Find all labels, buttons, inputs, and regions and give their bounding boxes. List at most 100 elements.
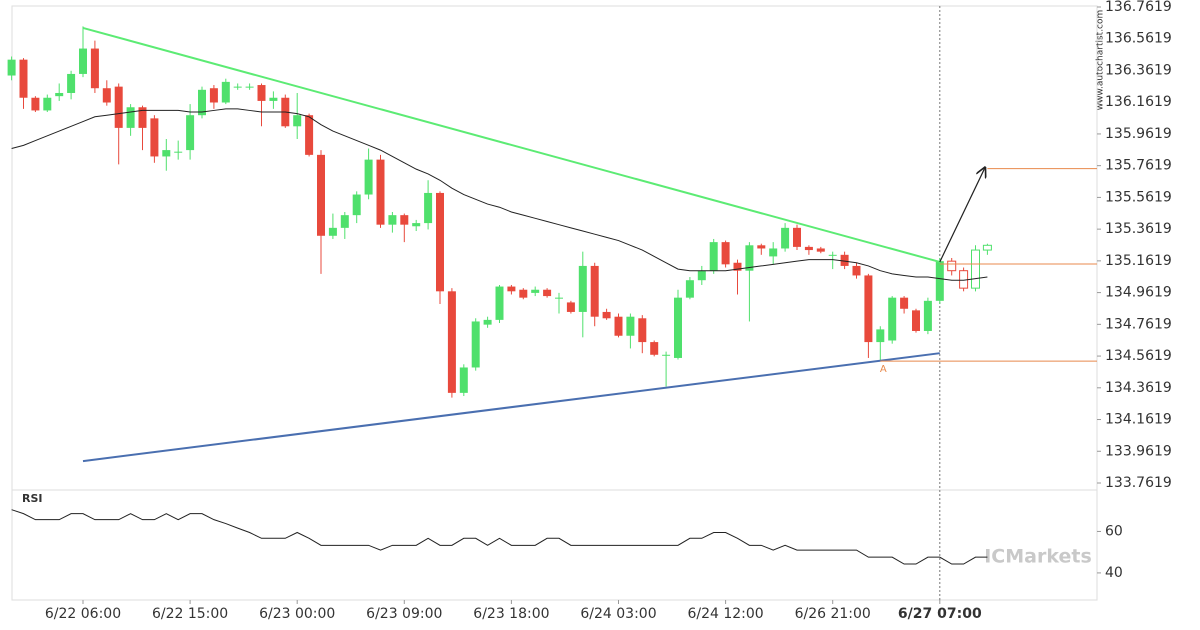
candle-body [257, 85, 266, 101]
candle-body [328, 227, 337, 236]
x-tick-label: 6/26 21:00 [795, 606, 871, 622]
x-tick-label: 6/22 15:00 [152, 606, 228, 622]
candle-body [352, 194, 361, 216]
candle-body [507, 286, 516, 292]
x-tick-label: 6/23 18:00 [473, 606, 549, 622]
candle-body [650, 342, 659, 355]
candle-body [114, 86, 123, 128]
candle-body [709, 242, 718, 271]
candle-body [971, 249, 980, 289]
candle-body [769, 248, 778, 257]
y-tick-label: 136.3619 [1105, 62, 1172, 78]
candle-body [721, 242, 730, 265]
candle-body [209, 88, 218, 103]
y-tick-label: 134.5619 [1105, 348, 1172, 364]
trendline [82, 26, 941, 263]
candle-body [733, 262, 742, 271]
rsi-title: RSI [22, 492, 43, 505]
candle-body [602, 311, 611, 319]
y-tick-label: 133.9619 [1105, 443, 1172, 459]
candle-body [638, 318, 647, 343]
x-tick-label: 6/24 12:00 [687, 606, 763, 622]
candle-body [102, 88, 111, 103]
candle-body [55, 92, 64, 97]
candle-body [436, 192, 444, 292]
y-tick-label: 136.7619 [1105, 0, 1172, 15]
candle-body [578, 265, 587, 312]
x-tick-label: 6/23 09:00 [366, 606, 442, 622]
candle-body [840, 254, 849, 266]
candle-body [67, 73, 76, 93]
candle-body [900, 297, 909, 309]
candle-body [566, 302, 575, 312]
level-label: A [880, 364, 887, 375]
candle-body [471, 321, 480, 368]
candle-body [198, 89, 206, 116]
plot-frame [11, 5, 1098, 601]
y-tick-label: 135.7619 [1105, 158, 1172, 174]
y-tick-label: 135.1619 [1105, 253, 1172, 269]
candle-body [614, 316, 623, 336]
candle-body [388, 215, 397, 225]
y-tick-label: 135.3619 [1105, 221, 1172, 237]
x-tick-label: 6/24 03:00 [580, 606, 656, 622]
candle-body [269, 97, 278, 101]
watermark-site: www.autochartist.com [1096, 10, 1106, 111]
candle-body [876, 329, 885, 343]
candle-body [424, 192, 433, 224]
candle-body [495, 286, 504, 320]
candle-body [935, 261, 944, 301]
candle-body [340, 215, 349, 228]
rsi-tick-label: 40 [1105, 565, 1123, 581]
candle-body [781, 227, 790, 249]
candle-body [150, 118, 159, 157]
candle-body [745, 245, 754, 271]
candle-body [126, 107, 135, 128]
candle-body [90, 48, 99, 89]
y-tick-label: 134.7619 [1105, 316, 1172, 332]
y-tick-label: 134.9619 [1105, 285, 1172, 301]
candle-body [685, 280, 694, 298]
candle-body [531, 289, 540, 293]
candle-body [162, 150, 171, 157]
candle-body [459, 367, 468, 393]
rsi-line [11, 509, 988, 565]
x-tick-label: 6/23 00:00 [259, 606, 335, 622]
x-tick-label: 6/27 07:00 [898, 606, 982, 622]
watermark-logo: ICMarkets [984, 546, 1092, 568]
candle-body [590, 265, 599, 317]
candle-body [662, 354, 671, 356]
candle-body [519, 289, 528, 298]
candle-body [19, 59, 28, 98]
candle-body [186, 115, 195, 151]
candle-body [305, 115, 314, 155]
candle-body [555, 297, 563, 299]
candle-body [447, 291, 456, 393]
candle-body [912, 310, 920, 331]
candle-body [317, 154, 325, 236]
candle-body [697, 270, 706, 281]
y-tick-label: 134.1619 [1105, 412, 1172, 428]
candle-body [400, 215, 409, 225]
candle-body [828, 254, 837, 256]
candle-body [43, 97, 52, 111]
y-tick-label: 135.9619 [1105, 126, 1172, 142]
y-tick-label: 134.3619 [1105, 380, 1172, 396]
candle-body [626, 316, 635, 336]
y-tick-label: 136.5619 [1105, 31, 1172, 47]
candle-body [7, 59, 16, 76]
x-tick-label: 6/22 06:00 [45, 606, 121, 622]
rsi-tick-label: 60 [1105, 523, 1123, 539]
candle-body [174, 151, 183, 153]
candle-body [543, 289, 552, 297]
projection-arrow [939, 168, 985, 263]
candle-body [376, 159, 385, 225]
candle-body [674, 297, 682, 358]
candle-body [79, 48, 87, 74]
candle-body [412, 223, 421, 227]
candle-body [804, 246, 813, 251]
candle-body [483, 319, 492, 325]
candle-body [888, 297, 897, 341]
